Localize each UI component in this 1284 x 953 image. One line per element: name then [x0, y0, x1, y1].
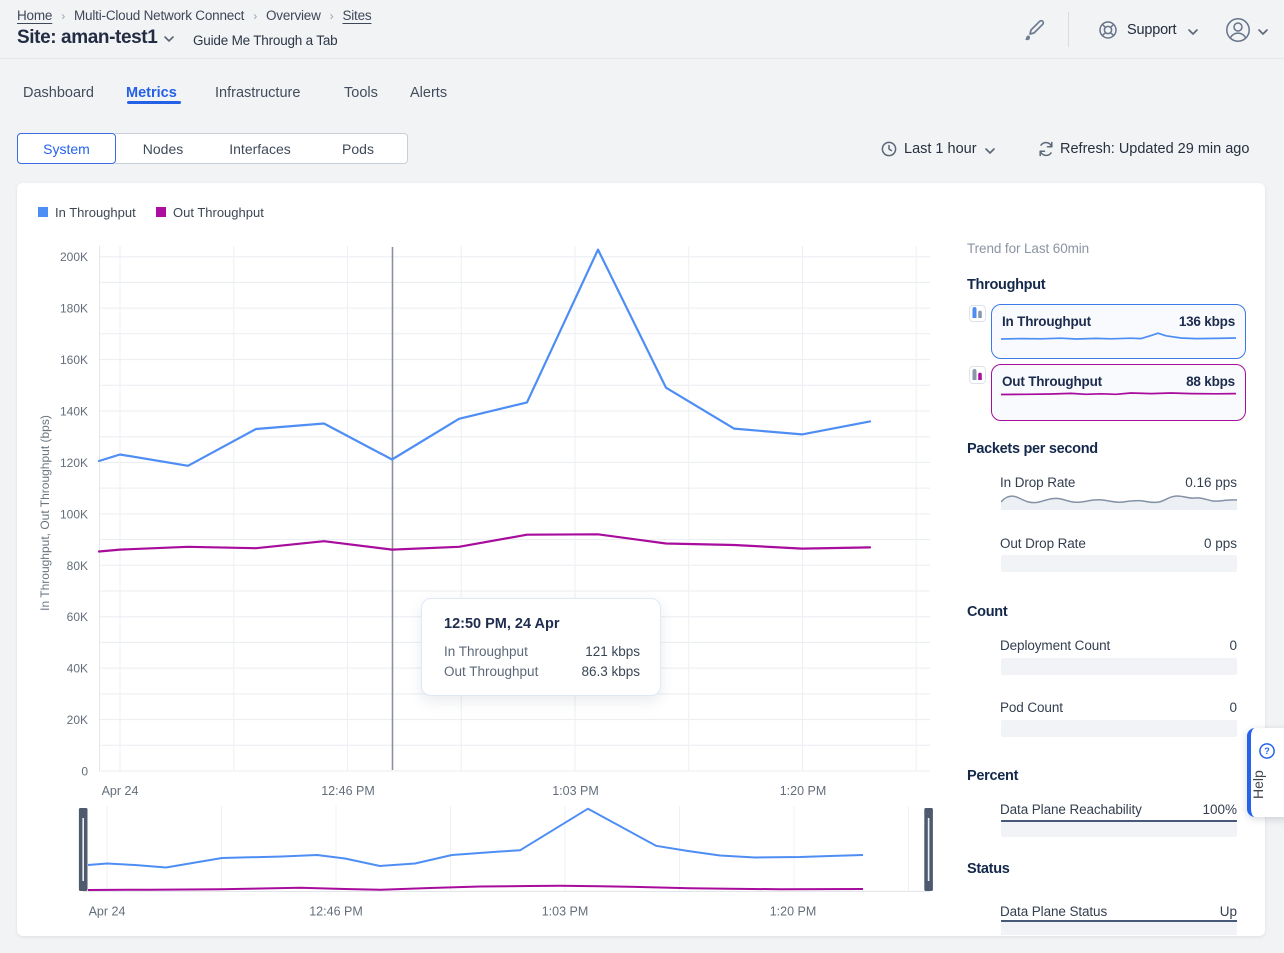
svg-text:Apr 24: Apr 24: [89, 905, 126, 919]
svg-text:12:46 PM: 12:46 PM: [321, 784, 375, 798]
svg-text:12:46 PM: 12:46 PM: [309, 905, 363, 919]
svg-text:1:20 PM: 1:20 PM: [780, 784, 827, 798]
svg-text:80K: 80K: [67, 559, 88, 573]
svg-text:60K: 60K: [67, 610, 88, 624]
svg-text:120K: 120K: [60, 456, 88, 470]
svg-text:160K: 160K: [60, 353, 88, 367]
svg-text:40K: 40K: [67, 662, 88, 676]
svg-text:140K: 140K: [60, 405, 88, 419]
svg-text:1:03 PM: 1:03 PM: [552, 784, 599, 798]
svg-text:1:03 PM: 1:03 PM: [542, 905, 589, 919]
svg-text:200K: 200K: [60, 250, 88, 264]
svg-text:?: ?: [1264, 746, 1270, 756]
svg-text:20K: 20K: [67, 713, 88, 727]
svg-text:1:20 PM: 1:20 PM: [770, 905, 817, 919]
svg-text:100K: 100K: [60, 507, 88, 521]
svg-text:Apr 24: Apr 24: [102, 784, 139, 798]
svg-text:180K: 180K: [60, 302, 88, 316]
svg-text:0: 0: [81, 765, 88, 779]
